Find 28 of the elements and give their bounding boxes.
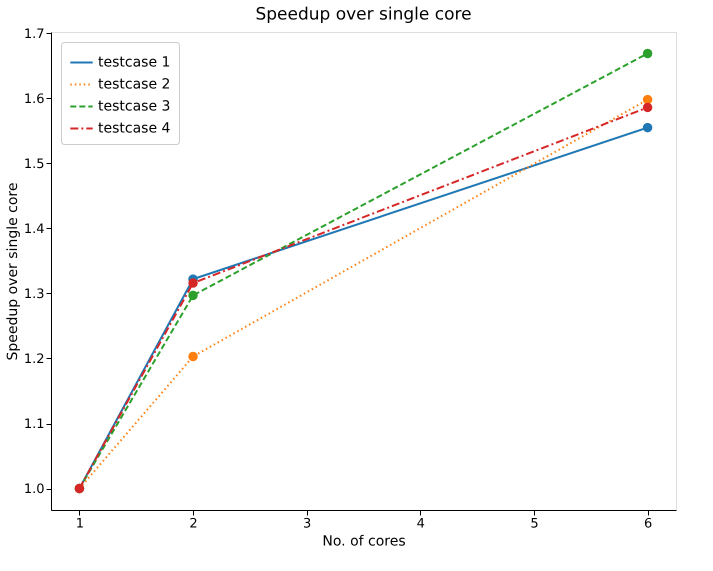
point [642,122,652,132]
y-tick-label: 1.3 [24,286,44,302]
x-tick-label: 6 [644,516,652,532]
y-tick-label: 1.4 [24,222,44,237]
x-tick-label: 1 [76,516,84,532]
point [188,290,198,300]
point [188,352,198,362]
x-axis-title: No. of cores [322,534,406,550]
legend-label: testcase 2 [98,76,170,92]
legend-label: testcase 3 [98,98,170,114]
y-tick-label: 1.2 [24,352,44,367]
x-tick-label: 5 [530,516,539,532]
y-tick-label: 1.7 [24,26,44,42]
y-tick-label: 1.1 [24,417,44,432]
legend-label: testcase 1 [98,54,170,70]
point [642,102,652,112]
x-tick-label: 2 [189,516,198,532]
legend-label: testcase 4 [98,120,171,136]
y-tick-label: 1.6 [24,92,44,107]
y-tick-label: 1.0 [24,482,44,498]
x-tick-label: 4 [416,516,425,532]
chart-title: Speedup over single core [255,4,472,24]
point [642,48,652,58]
x-tick-label: 3 [303,516,312,532]
y-axis-title: Speedup over single core [4,182,21,360]
point [642,94,652,104]
point [188,278,198,288]
y-tick-label: 1.5 [24,156,44,172]
